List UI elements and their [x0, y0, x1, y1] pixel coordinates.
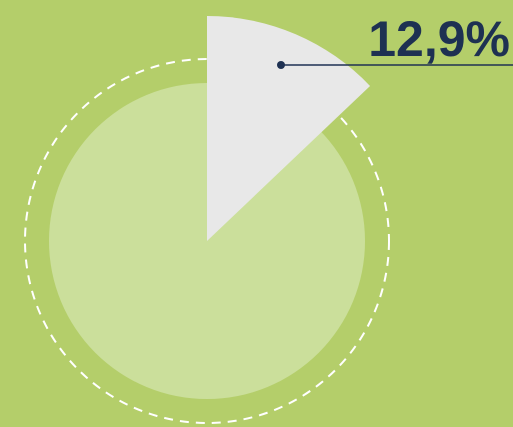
slices: [207, 16, 371, 241]
value-label: 12,9%: [368, 11, 510, 67]
leader-dot: [277, 61, 285, 69]
dashed-ring: [24, 58, 390, 424]
pie-slice: [207, 16, 371, 241]
